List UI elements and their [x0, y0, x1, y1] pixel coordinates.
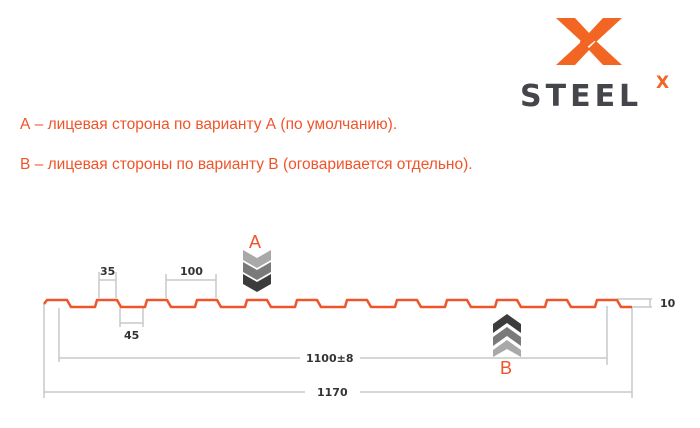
- dim-crest-width: 35: [100, 265, 115, 278]
- side-b-arrow-icon: [493, 314, 521, 357]
- side-a-label: A: [249, 232, 261, 252]
- side-a-arrow-icon: [243, 250, 271, 292]
- dim-total-width: 1170: [317, 386, 348, 399]
- dim-working-width: 1100±8: [306, 352, 354, 365]
- sheet-profile: [43, 298, 632, 309]
- dim-height: 10: [660, 297, 676, 310]
- logo-text: STEEL: [520, 79, 642, 114]
- dim-valley-width: 45: [124, 329, 139, 342]
- caption-side-a: А – лицевая сторона по варианту А (по ум…: [20, 116, 398, 133]
- dim-pitch: 100: [180, 265, 203, 278]
- steelx-logo: STEEL X: [520, 18, 669, 114]
- logo-x-icon: [556, 18, 622, 65]
- caption-side-b: В – лицевая стороны по варианту В (огова…: [20, 156, 473, 173]
- logo-superscript: X: [656, 73, 669, 93]
- side-b-label: B: [500, 358, 512, 378]
- dimension-lines: [43, 272, 652, 398]
